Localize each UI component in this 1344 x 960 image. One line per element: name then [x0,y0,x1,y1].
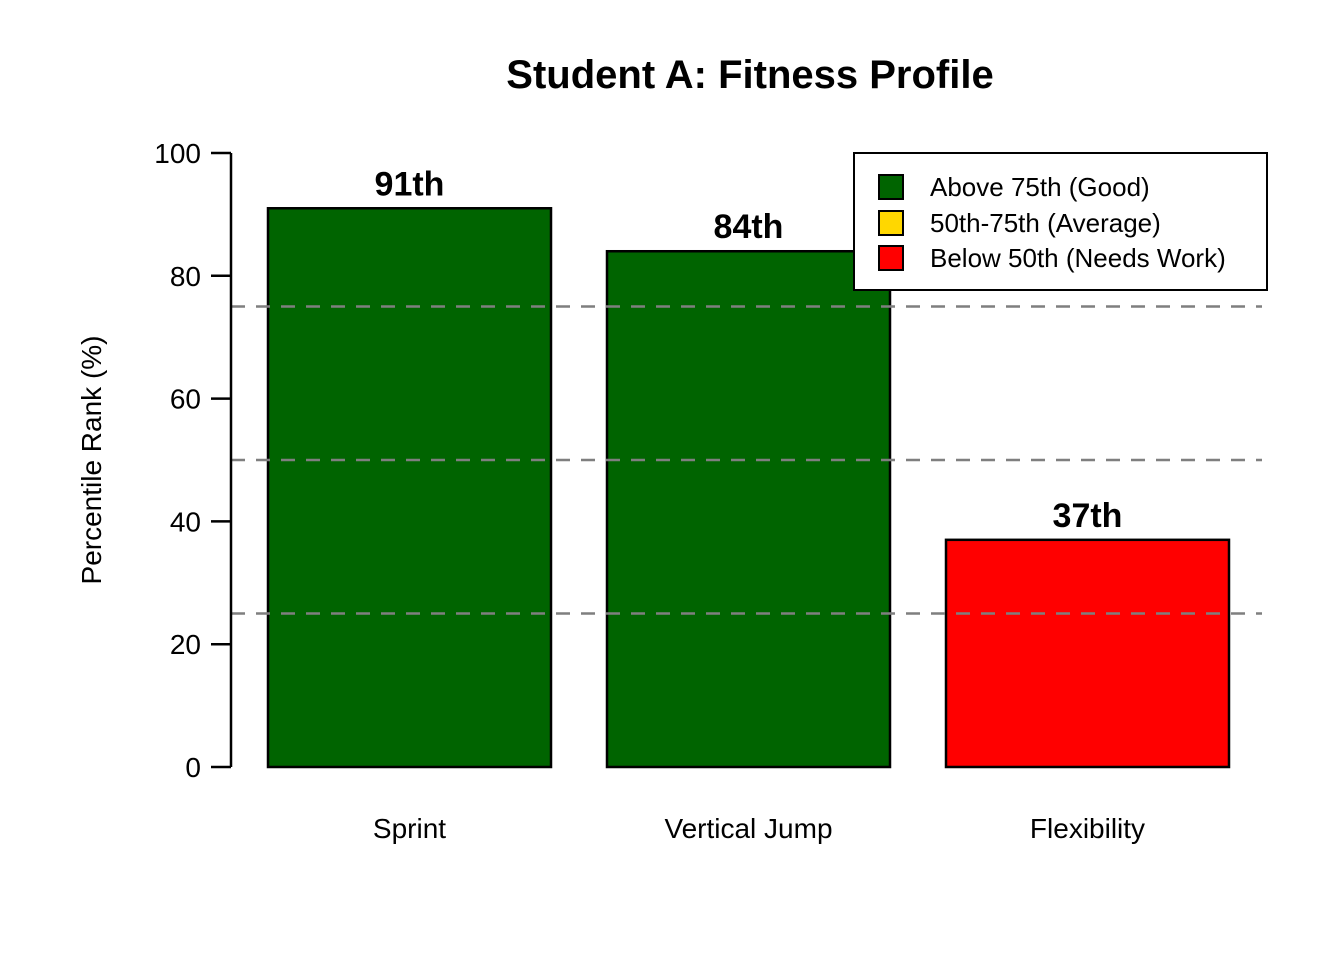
y-axis-tick-label: 80 [170,261,201,292]
bar-vertical-jump [605,249,892,769]
legend-label-50th-75th-average-: 50th-75th (Average) [930,208,1161,238]
y-axis-tick-label: 60 [170,384,201,415]
x-axis-category-label-flexibility: Flexibility [1030,813,1145,844]
legend-box [853,152,1268,291]
bar-sprint [266,207,553,769]
bar-value-label-sprint: 91th [375,165,445,203]
legend-swatch-below-50th-needs-work- [878,245,904,271]
chart-title: Student A: Fitness Profile [506,53,993,97]
legend-swatch-50th-75th-average- [878,210,904,236]
y-axis-tick-label: 100 [154,138,201,169]
legend-label-above-75th-good-: Above 75th (Good) [930,172,1150,202]
y-axis-label: Percentile Rank (%) [76,336,107,585]
x-axis-category-label-sprint: Sprint [373,813,446,844]
bar-value-label-flexibility: 37th [1053,497,1123,535]
y-axis-tick-label: 40 [170,506,201,537]
bar-flexibility [944,538,1231,769]
y-axis-tick-label: 20 [170,629,201,660]
legend-label-below-50th-needs-work-: Below 50th (Needs Work) [930,243,1226,273]
legend-swatch-above-75th-good- [878,174,904,200]
x-axis-category-label-vertical-jump: Vertical Jump [664,813,832,844]
bar-value-label-vertical-jump: 84th [714,208,784,246]
y-axis-tick-label: 0 [185,752,201,783]
